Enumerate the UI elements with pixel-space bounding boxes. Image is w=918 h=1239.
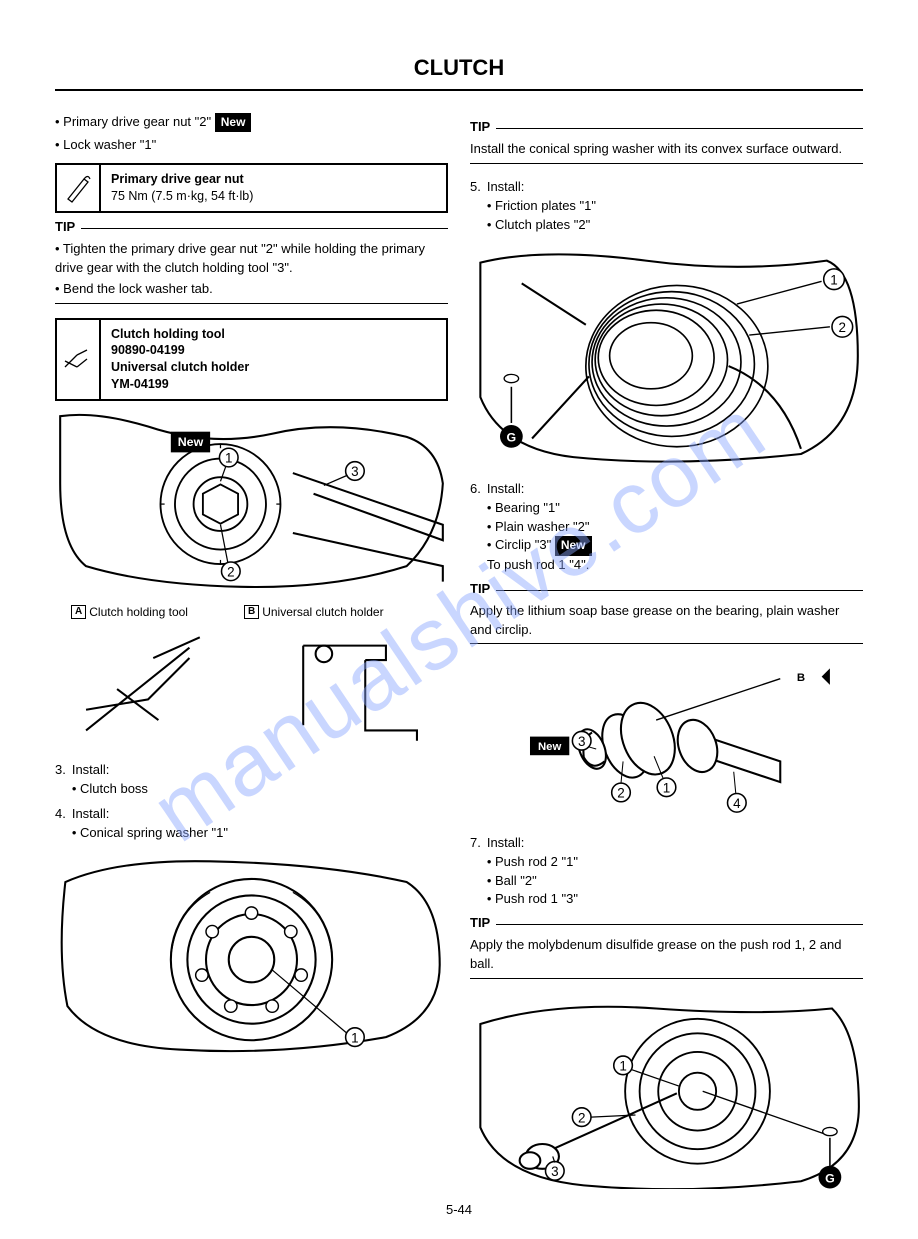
step6-l4-text: • Circlip "3" bbox=[487, 538, 551, 553]
figure-pushrod-install: 1 2 3 G bbox=[470, 993, 863, 1190]
caption-a: A bbox=[71, 605, 86, 619]
step7-l3: • Ball "2" bbox=[487, 872, 578, 891]
tip-r3-text: Apply the molybdenum disulfide grease on… bbox=[470, 936, 863, 974]
step5-l3: • Clutch plates "2" bbox=[487, 216, 596, 235]
tool-box: Clutch holding tool 90890-04199 Universa… bbox=[55, 318, 448, 402]
torque-spec-box: Primary drive gear nut 75 Nm (7.5 m·kg, … bbox=[55, 163, 448, 213]
fig5-n3: 3 bbox=[578, 734, 585, 749]
tip-close bbox=[55, 303, 448, 304]
nut-text: • Primary drive gear nut "2" bbox=[55, 114, 211, 129]
step6-num: 6. bbox=[470, 480, 481, 575]
tip-text-1: • Tighten the primary drive gear nut "2"… bbox=[55, 240, 448, 278]
tip-r2-label: TIP bbox=[470, 581, 490, 596]
fig5-new: New bbox=[538, 741, 562, 753]
step6-l1: Install: bbox=[487, 480, 592, 499]
fig5-n1: 1 bbox=[663, 781, 670, 796]
figure-pushrod-parts: New 3 2 1 4 B bbox=[470, 658, 863, 823]
torque-value: 75 Nm (7.5 m·kg, 54 ft·lb) bbox=[111, 188, 436, 205]
step5-l1: Install: bbox=[487, 178, 596, 197]
caption-b-text: Universal clutch holder bbox=[262, 605, 383, 619]
tool-line-3: Universal clutch holder bbox=[111, 359, 436, 376]
right-column: TIP Install the conical spring washer wi… bbox=[470, 113, 863, 1199]
figure-plates: 1 2 G bbox=[470, 242, 863, 470]
bullet-washer: • Lock washer "1" bbox=[55, 136, 448, 155]
new-badge-2: New bbox=[555, 536, 592, 555]
fig5-b: B bbox=[797, 672, 805, 684]
fig1-n2: 2 bbox=[227, 564, 234, 579]
step-6: 6. Install: • Bearing "1" • Plain washer… bbox=[470, 480, 863, 575]
step6-l2: • Bearing "1" bbox=[487, 499, 592, 518]
tip-r1-text: Install the conical spring washer with i… bbox=[470, 140, 863, 159]
tip-r3: TIP bbox=[470, 915, 863, 930]
step7-num: 7. bbox=[470, 834, 481, 909]
tool-icon bbox=[57, 320, 101, 400]
step4-l2: • Conical spring washer "1" bbox=[72, 824, 228, 843]
tip-r3-label: TIP bbox=[470, 915, 490, 930]
tip-label: TIP bbox=[55, 219, 75, 234]
tip-text-2: • Bend the lock washer tab. bbox=[55, 280, 448, 299]
step7-l2: • Push rod 2 "1" bbox=[487, 853, 578, 872]
torque-title: Primary drive gear nut bbox=[111, 171, 436, 188]
figure-tools bbox=[55, 627, 448, 751]
left-column: • Primary drive gear nut "2" New • Lock … bbox=[55, 113, 448, 1199]
fig4-n1: 1 bbox=[830, 273, 837, 288]
step7-l4: • Push rod 1 "3" bbox=[487, 890, 578, 909]
fig1-n3: 3 bbox=[351, 464, 358, 479]
tip-header: TIP bbox=[55, 219, 448, 234]
fig3-n1: 1 bbox=[351, 1030, 358, 1045]
caption-row: A Clutch holding tool B Universal clutch… bbox=[55, 605, 448, 619]
step5-l2: • Friction plates "1" bbox=[487, 197, 596, 216]
tip-r1-label: TIP bbox=[470, 119, 490, 134]
step6-l3: • Plain washer "2" bbox=[487, 518, 592, 537]
figure-clutch-gear: New 1 2 3 bbox=[55, 411, 448, 597]
tool-line-4: YM-04199 bbox=[111, 376, 436, 393]
header-rule bbox=[55, 89, 863, 91]
step3-l1: Install: bbox=[72, 761, 148, 780]
step-4: 4. Install: • Conical spring washer "1" bbox=[55, 805, 448, 843]
step3-l2: • Clutch boss bbox=[72, 780, 148, 799]
step6-l4: • Circlip "3" New bbox=[487, 536, 592, 555]
step-7: 7. Install: • Push rod 2 "1" • Ball "2" … bbox=[470, 834, 863, 909]
step7-l1: Install: bbox=[487, 834, 578, 853]
step-3: 3. Install: • Clutch boss bbox=[55, 761, 448, 799]
step4-l1: Install: bbox=[72, 805, 228, 824]
fig6-n3: 3 bbox=[551, 1164, 558, 1179]
fig5-n4: 4 bbox=[733, 796, 741, 811]
caption-b: B bbox=[244, 605, 259, 619]
step3-num: 3. bbox=[55, 761, 66, 799]
fig6-n1: 1 bbox=[619, 1058, 626, 1073]
tip-r1: TIP bbox=[470, 119, 863, 134]
fig6-g: G bbox=[825, 1171, 835, 1185]
caption-a-text: Clutch holding tool bbox=[89, 605, 188, 619]
step5-num: 5. bbox=[470, 178, 481, 235]
fig6-n2: 2 bbox=[578, 1110, 585, 1125]
tip-r2-text: Apply the lithium soap base grease on th… bbox=[470, 602, 863, 640]
fig4-n2: 2 bbox=[839, 320, 846, 335]
bullet-nut: • Primary drive gear nut "2" New bbox=[55, 113, 448, 132]
torque-icon bbox=[57, 165, 101, 211]
page-number: 5-44 bbox=[0, 1202, 918, 1217]
figure-boss: 1 bbox=[55, 851, 448, 1058]
fig4-g: G bbox=[507, 431, 517, 445]
fig1-n1: 1 bbox=[225, 451, 232, 466]
step4-num: 4. bbox=[55, 805, 66, 843]
page-title: CLUTCH bbox=[55, 55, 863, 81]
fig1-new: New bbox=[178, 435, 204, 449]
new-badge: New bbox=[215, 113, 252, 132]
tip-line bbox=[81, 228, 448, 229]
step6-l5: To push rod 1 "4". bbox=[487, 556, 592, 575]
step-5: 5. Install: • Friction plates "1" • Clut… bbox=[470, 178, 863, 235]
tool-line-1: Clutch holding tool bbox=[111, 326, 436, 343]
tool-line-2: 90890-04199 bbox=[111, 342, 436, 359]
tip-r2: TIP bbox=[470, 581, 863, 596]
fig5-n2: 2 bbox=[617, 786, 624, 801]
